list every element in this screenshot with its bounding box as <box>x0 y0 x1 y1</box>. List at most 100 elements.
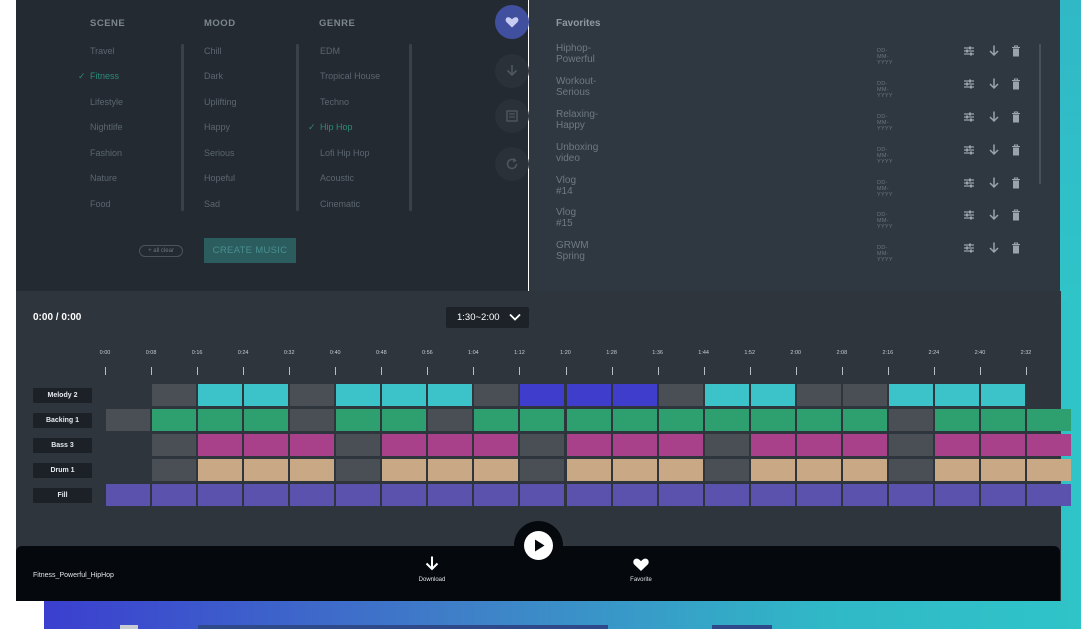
track-cell[interactable] <box>888 409 933 431</box>
track-cell[interactable] <box>704 484 749 506</box>
track-cell[interactable] <box>428 459 473 481</box>
trash-icon[interactable] <box>1009 110 1023 124</box>
mood-option[interactable]: Chill <box>204 46 222 56</box>
track-cell[interactable] <box>658 409 703 431</box>
heart-icon[interactable] <box>632 556 650 572</box>
track-cell[interactable] <box>520 459 565 481</box>
track-cell[interactable] <box>520 434 565 456</box>
genre-option[interactable]: Hip Hop <box>320 122 353 132</box>
download-icon[interactable] <box>987 176 1001 190</box>
track-cell[interactable] <box>612 434 657 456</box>
track-cell[interactable] <box>980 484 1025 506</box>
scene-option[interactable]: Lifestyle <box>90 97 124 107</box>
track-cell[interactable] <box>704 384 749 406</box>
track-cell[interactable] <box>198 434 243 456</box>
favorite-button-label[interactable]: Favorite <box>630 577 652 583</box>
track-cell[interactable] <box>612 409 657 431</box>
track-cell[interactable] <box>474 434 519 456</box>
create-music-button[interactable]: CREATE MUSIC <box>204 238 296 263</box>
download-icon[interactable] <box>987 77 1001 91</box>
track-cell[interactable] <box>198 459 243 481</box>
track-cell[interactable] <box>566 409 611 431</box>
track-cell[interactable] <box>842 384 887 406</box>
track-cell[interactable] <box>428 384 473 406</box>
scene-option[interactable]: Fitness <box>90 71 120 81</box>
track-cell[interactable] <box>244 434 289 456</box>
track-cell[interactable] <box>198 384 243 406</box>
track-cell[interactable] <box>612 484 657 506</box>
track-cell[interactable] <box>750 434 795 456</box>
mood-option[interactable]: Dark <box>204 71 224 81</box>
track-cell[interactable] <box>336 459 381 481</box>
genre-right-scrollbar[interactable] <box>409 44 412 211</box>
track-cell[interactable] <box>842 434 887 456</box>
track-cell[interactable] <box>750 409 795 431</box>
track-cell[interactable] <box>658 459 703 481</box>
track-cell[interactable] <box>474 484 519 506</box>
track-cell[interactable] <box>1027 459 1071 481</box>
downloads-tab-button[interactable] <box>495 54 529 88</box>
genre-option[interactable]: EDM <box>320 46 340 56</box>
track-cell[interactable] <box>244 484 289 506</box>
track-cell[interactable] <box>750 484 795 506</box>
mood-option[interactable]: Happy <box>204 122 231 132</box>
track-cell[interactable] <box>290 384 335 406</box>
track-cell[interactable] <box>152 384 197 406</box>
track-cell[interactable] <box>1027 409 1071 431</box>
track-cell[interactable] <box>566 484 611 506</box>
track-cell[interactable] <box>474 459 519 481</box>
track-cell[interactable] <box>382 434 427 456</box>
mood-option[interactable]: Uplifting <box>204 97 237 107</box>
track-cell[interactable] <box>1027 434 1071 456</box>
track-cell[interactable] <box>796 459 841 481</box>
track-cell[interactable] <box>106 484 150 506</box>
settings-icon[interactable] <box>962 77 976 91</box>
track-cell[interactable] <box>290 484 335 506</box>
track-cell[interactable] <box>934 434 979 456</box>
track-cell[interactable] <box>658 384 703 406</box>
mood-scrollbar[interactable] <box>181 44 184 211</box>
trash-icon[interactable] <box>1009 241 1023 255</box>
track-cell[interactable] <box>244 459 289 481</box>
track-cell[interactable] <box>336 384 381 406</box>
track-cell[interactable] <box>750 459 795 481</box>
scene-option[interactable]: Travel <box>90 46 115 56</box>
settings-icon[interactable] <box>962 241 976 255</box>
genre-scrollbar[interactable] <box>296 44 299 211</box>
track-cell[interactable] <box>152 459 197 481</box>
download-icon[interactable] <box>423 555 441 573</box>
scene-option[interactable]: Fashion <box>90 148 123 158</box>
download-icon[interactable] <box>987 110 1001 124</box>
track-cell[interactable] <box>198 484 243 506</box>
download-icon[interactable] <box>987 44 1001 58</box>
track-cell[interactable] <box>428 484 473 506</box>
favorite-name[interactable]: Vlog #15 <box>556 207 577 229</box>
genre-option[interactable]: Acoustic <box>320 173 355 183</box>
refresh-tab-button[interactable] <box>495 147 529 181</box>
settings-icon[interactable] <box>962 208 976 222</box>
track-cell[interactable] <box>428 434 473 456</box>
genre-option[interactable]: Cinematic <box>320 199 361 209</box>
settings-icon[interactable] <box>962 143 976 157</box>
track-cell[interactable] <box>566 384 611 406</box>
track-cell[interactable] <box>336 484 381 506</box>
scene-option[interactable]: Nature <box>90 173 118 183</box>
track-cell[interactable] <box>244 409 289 431</box>
track-cell[interactable] <box>290 434 335 456</box>
download-button-label[interactable]: Download <box>418 577 446 583</box>
track-cell[interactable] <box>934 459 979 481</box>
favorite-name[interactable]: Workout-Serious <box>556 76 597 98</box>
track-cell[interactable] <box>980 459 1025 481</box>
track-cell[interactable] <box>750 384 795 406</box>
track-cell[interactable] <box>520 384 565 406</box>
play-button-circle[interactable] <box>524 531 553 560</box>
track-cell[interactable] <box>934 384 979 406</box>
track-cell[interactable] <box>658 434 703 456</box>
track-cell[interactable] <box>888 484 933 506</box>
track-cell[interactable] <box>382 484 427 506</box>
track-cell[interactable] <box>382 459 427 481</box>
track-cell[interactable] <box>796 409 841 431</box>
scene-option[interactable]: Nightlife <box>90 122 123 132</box>
favorites-tab-button[interactable] <box>495 5 529 39</box>
track-cell[interactable] <box>934 409 979 431</box>
